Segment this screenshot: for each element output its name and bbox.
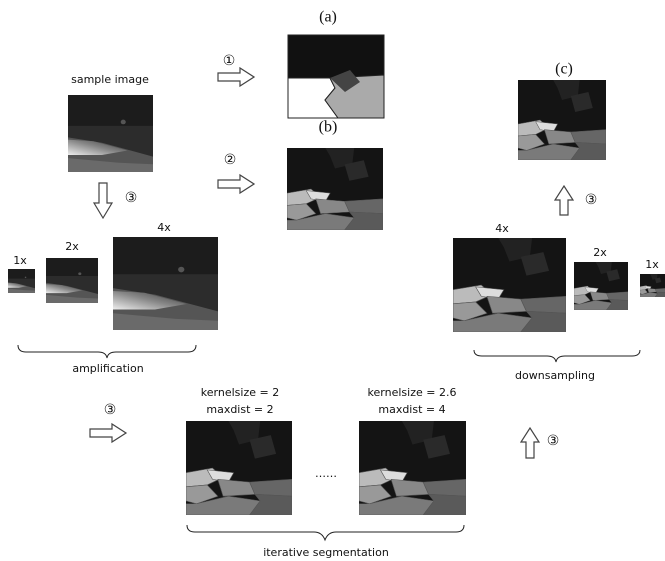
panel-label: (c) [555, 61, 573, 78]
group-label: amplification [72, 362, 143, 375]
brace [187, 525, 464, 540]
step-label: ① [223, 53, 236, 69]
arrow [218, 175, 254, 193]
step-label: ③ [125, 190, 138, 206]
image-2x [46, 258, 98, 303]
segmentation-c [518, 80, 606, 160]
arrow [94, 183, 112, 218]
step-label: ② [224, 152, 237, 168]
arrow [90, 424, 126, 442]
step-label: ③ [585, 192, 598, 208]
sample-image [68, 95, 153, 172]
scale-label: 4x [157, 221, 171, 234]
group-label: iterative segmentation [263, 546, 389, 559]
scale-label: 2x [593, 246, 607, 259]
panel-label: (b) [319, 119, 338, 136]
segmented-2x [574, 262, 628, 310]
iteration-image [359, 421, 466, 515]
arrow [218, 68, 254, 86]
segmented-4x [453, 238, 566, 332]
diagram: (a) ① sample image (b) ② ③ 1x 2x 4x ampl… [0, 0, 665, 561]
segmentation-a [288, 35, 384, 118]
group-label: downsampling [515, 369, 595, 382]
brace [474, 350, 640, 362]
ellipsis: …… [315, 467, 337, 480]
segmentation-b [287, 148, 383, 230]
image-1x [8, 269, 35, 293]
image-4x [113, 237, 218, 330]
arrow [555, 186, 573, 215]
parameter-label: maxdist = 4 [378, 403, 445, 416]
parameter-label: maxdist = 2 [206, 403, 273, 416]
step-label: ③ [104, 402, 117, 418]
scale-label: 1x [13, 254, 27, 267]
image-label: sample image [71, 73, 149, 86]
scale-label: 1x [645, 258, 659, 271]
arrow [521, 428, 539, 458]
scale-label: 4x [495, 222, 509, 235]
parameter-label: kernelsize = 2 [201, 386, 279, 399]
step-label: ③ [547, 433, 560, 449]
brace [18, 345, 196, 358]
parameter-label: kernelsize = 2.6 [368, 386, 457, 399]
segmented-1x [640, 274, 665, 297]
scale-label: 2x [65, 240, 79, 253]
iteration-image [186, 421, 292, 515]
panel-label: (a) [319, 9, 337, 26]
